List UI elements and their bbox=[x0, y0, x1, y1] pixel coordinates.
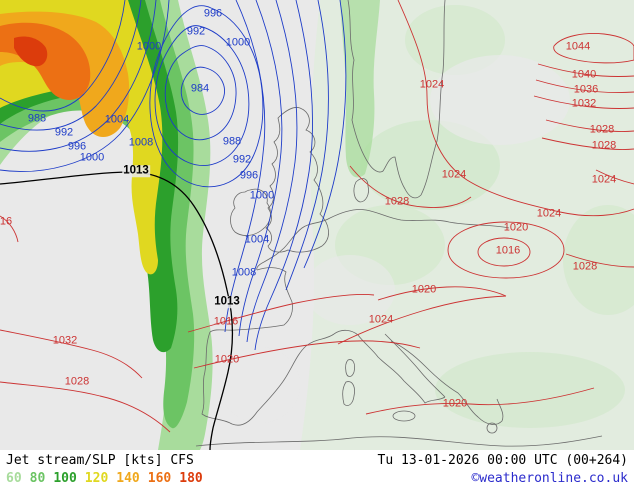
coastline-ireland bbox=[230, 188, 271, 236]
coastlines-group bbox=[195, 0, 603, 447]
coastline-italy-west bbox=[333, 329, 446, 404]
coastline-north-africa bbox=[195, 435, 603, 447]
coastline-peloponnese bbox=[486, 422, 498, 434]
wash-east-europe bbox=[563, 205, 634, 315]
legend-bar: Jet stream/SLP [kts] CFS Tu 13-01-2026 0… bbox=[0, 450, 634, 490]
gray-patch-north bbox=[430, 55, 570, 145]
coastline-sicily bbox=[392, 410, 416, 422]
isobars-red-group bbox=[0, 0, 634, 433]
jet-scale-value: 180 bbox=[179, 471, 203, 486]
coastline-great-britain bbox=[265, 107, 329, 253]
jet-scale-value: 140 bbox=[116, 471, 140, 486]
legend-row-top: Jet stream/SLP [kts] CFS Tu 13-01-2026 0… bbox=[6, 452, 628, 470]
weak-jet-wash-group bbox=[220, 0, 634, 450]
jet-band-180 bbox=[14, 36, 48, 67]
isobar-1013-group bbox=[0, 171, 234, 450]
jet-scale-value: 100 bbox=[53, 471, 77, 486]
jet-scale-value: 80 bbox=[29, 471, 46, 486]
jet-scale-value: 160 bbox=[147, 471, 172, 486]
wash-mediterranean bbox=[435, 352, 625, 428]
coastline-italy-east bbox=[384, 333, 446, 398]
coastline-iberia bbox=[201, 331, 335, 426]
gray-patch-france bbox=[305, 255, 395, 325]
legend-row-bottom: 60 80 100 120 140 160 180 ©weatheronline.co.uk bbox=[6, 470, 628, 488]
jet-scale: 60 80 100 120 140 160 180 bbox=[6, 470, 211, 488]
wash-baltic bbox=[360, 120, 500, 210]
chart-title: Jet stream/SLP [kts] CFS bbox=[6, 453, 194, 468]
jet-scale-value: 120 bbox=[84, 471, 109, 486]
map-canvas: 996 992 1000 1000 984 988 992 996 1000 1004 1008 98… bbox=[0, 0, 634, 450]
jet-band-norway bbox=[340, 0, 380, 178]
weather-map-svg bbox=[0, 0, 634, 450]
isobars-blue-group bbox=[0, 0, 347, 351]
jet-scale-value: 60 bbox=[6, 471, 22, 486]
coastline-denmark bbox=[353, 178, 369, 203]
coastline-scandinavia bbox=[347, 0, 446, 199]
copyright-link[interactable]: ©weatheronline.co.uk bbox=[471, 471, 628, 486]
coastline-sardinia bbox=[342, 381, 355, 406]
coastline-corsica bbox=[345, 359, 356, 377]
coastline-baltic-south bbox=[329, 209, 510, 229]
jet-stream-shading bbox=[0, 0, 380, 450]
coastline-balkans-greece bbox=[390, 340, 504, 425]
gray-patch-spain bbox=[220, 347, 300, 423]
valid-datetime: Tu 13-01-2026 00:00 UTC (00+264) bbox=[377, 453, 628, 468]
coastline-france-west bbox=[209, 267, 293, 333]
